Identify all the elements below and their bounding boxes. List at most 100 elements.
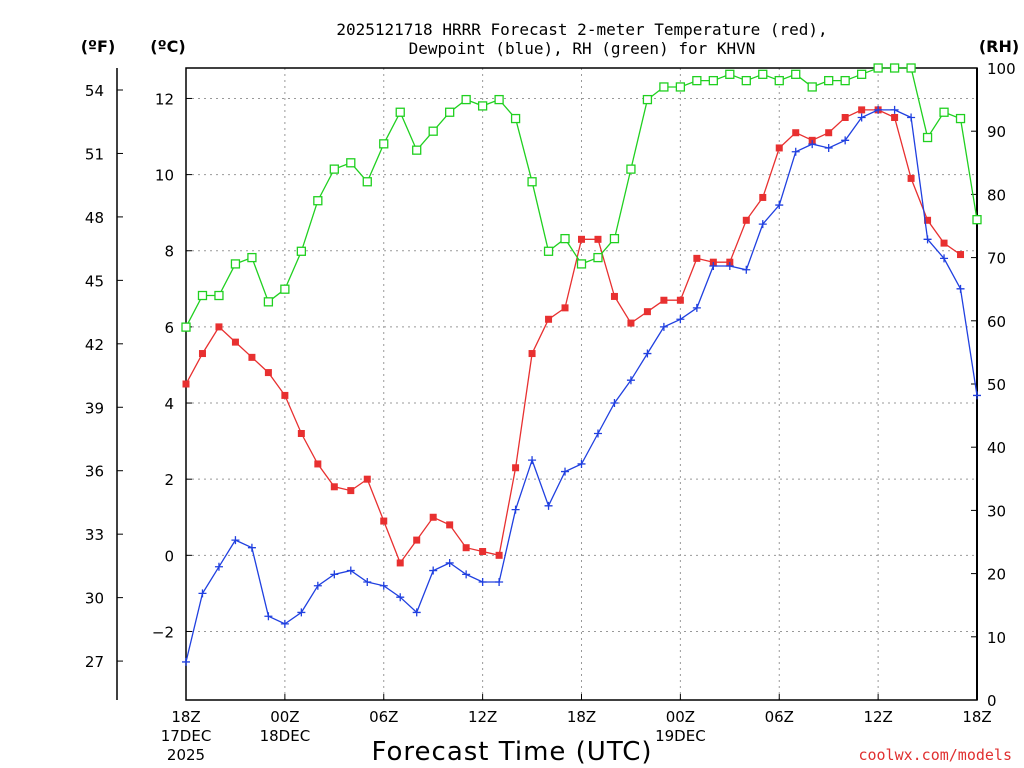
dewpoint-point — [182, 657, 190, 666]
celsius-tick-label: −2 — [152, 623, 174, 641]
temperature-point — [479, 548, 487, 556]
x-tick-label: 18Z — [567, 708, 596, 726]
series-layer — [181, 63, 982, 666]
fahrenheit-tick-label: 54 — [85, 82, 104, 100]
rh-point — [461, 94, 471, 105]
temperature-point — [610, 292, 618, 300]
temperature-point — [314, 460, 322, 468]
rh-point — [741, 75, 751, 86]
fahrenheit-tick-label: 27 — [85, 653, 104, 671]
temperature-point — [545, 315, 553, 323]
x-tick-date-label: 19DEC — [655, 727, 706, 745]
rh-point — [560, 233, 570, 244]
rh-point — [510, 113, 521, 124]
rh-point — [247, 252, 257, 263]
x-tick-label: 18Z — [171, 708, 200, 726]
temperature-point — [446, 521, 454, 529]
rh-point — [840, 75, 850, 86]
dewpoint-point — [247, 543, 256, 552]
dewpoint-point — [363, 577, 372, 586]
x-tick-label: 00Z — [666, 708, 695, 726]
temperature-point — [380, 517, 388, 525]
celsius-tick-label: 8 — [164, 243, 174, 261]
temperature-point — [676, 296, 684, 304]
dewpoint-point — [297, 608, 306, 617]
rh-tick-label: 60 — [987, 313, 1006, 331]
fahrenheit-tick-label: 36 — [85, 463, 104, 481]
celsius-tick-label: 4 — [164, 395, 174, 413]
rh-tick-label: 30 — [987, 502, 1006, 520]
chart-title-line1: 2025121718 HRRR Forecast 2-meter Tempera… — [336, 20, 827, 39]
dewpoint-point — [956, 284, 965, 293]
fahrenheit-unit-label: (ºF) — [81, 37, 116, 56]
temperature-point — [742, 216, 750, 224]
dewpoint-point — [676, 315, 685, 324]
rh-point — [807, 82, 817, 92]
x-tick-label: 12Z — [468, 708, 497, 726]
temperature-point — [841, 113, 849, 121]
dewpoint-point — [890, 105, 899, 114]
rh-tick-label: 90 — [987, 123, 1006, 141]
rh-point — [692, 75, 702, 86]
dewpoint-point — [808, 140, 817, 149]
dewpoint-point — [264, 612, 273, 621]
temperature-point — [429, 513, 437, 521]
dewpoint-point — [610, 399, 619, 408]
celsius-tick-label: 2 — [164, 471, 174, 489]
rh-point — [758, 69, 768, 79]
rh-point — [543, 246, 554, 256]
dewpoint-point — [429, 566, 438, 575]
temperature-point — [643, 308, 651, 316]
temperature-point — [413, 536, 421, 544]
rh-point — [609, 233, 620, 244]
x-tick-label: 18Z — [962, 708, 991, 726]
dewpoint-point — [412, 608, 421, 617]
rh-point — [626, 164, 636, 174]
fahrenheit-tick-label: 48 — [85, 209, 104, 227]
rh-point — [972, 215, 982, 225]
fahrenheit-tick-label: 33 — [85, 526, 104, 544]
rh-tick-label: 10 — [987, 629, 1006, 647]
rh-point — [675, 82, 686, 92]
temperature-point — [198, 350, 206, 358]
rh-point — [362, 177, 372, 187]
dewpoint-point — [923, 235, 932, 244]
rh-point — [642, 94, 653, 105]
fahrenheit-tick-label: 30 — [85, 590, 104, 608]
dewpoint-point — [198, 589, 207, 598]
temperature-point — [924, 216, 932, 224]
temperature-point — [363, 475, 371, 483]
rh-tick-label: 100 — [987, 60, 1016, 78]
rh-point — [791, 69, 801, 79]
axis-layer: 121086420−254514845423936333027100908070… — [85, 60, 1016, 764]
dewpoint-point — [841, 136, 850, 145]
temperature-point — [561, 304, 569, 312]
temperature-point — [495, 551, 503, 559]
temperature-point — [693, 254, 701, 262]
rh-point — [412, 145, 422, 155]
temperature-point — [231, 338, 239, 346]
dewpoint-point — [330, 570, 339, 579]
plot-frame — [185, 67, 978, 701]
dewpoint-point — [280, 619, 289, 628]
dewpoint-point — [528, 456, 537, 465]
rh-point — [527, 177, 537, 187]
x-tick-label: 00Z — [270, 708, 299, 726]
temperature-point — [858, 106, 866, 114]
rh-tick-label: 40 — [987, 439, 1006, 457]
dewpoint-point — [907, 113, 916, 122]
rh-point — [856, 69, 867, 79]
rh-point — [873, 63, 883, 73]
x-tick-label: 06Z — [765, 708, 794, 726]
celsius-tick-label: 6 — [164, 319, 174, 337]
x-tick-year-label: 2025 — [167, 746, 205, 764]
rh-point — [725, 69, 735, 79]
temperature-point — [792, 129, 800, 137]
dewpoint-point — [313, 581, 322, 590]
dewpoint-point — [346, 566, 355, 575]
temperature-point — [248, 353, 256, 361]
rh-tick-label: 70 — [987, 250, 1006, 268]
rh-point — [955, 113, 966, 124]
dewpoint-point — [791, 147, 800, 156]
rh-point — [181, 322, 191, 332]
